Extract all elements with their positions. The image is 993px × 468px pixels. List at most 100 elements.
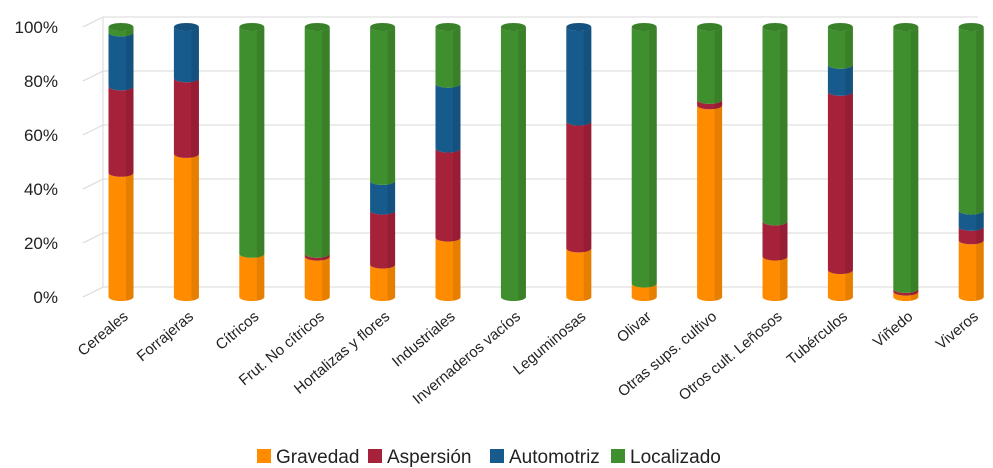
bar-segment-shade bbox=[453, 237, 461, 301]
bar-segment-shade bbox=[322, 253, 330, 261]
bar-segment-shade bbox=[453, 83, 461, 153]
bar-stack bbox=[370, 23, 396, 301]
bar-segment-shade bbox=[453, 148, 461, 242]
bar-cap bbox=[239, 23, 265, 31]
bar-cap bbox=[500, 23, 526, 31]
bar-segment-shade bbox=[583, 27, 592, 126]
legend-swatch bbox=[257, 449, 271, 463]
x-tick-label: Cereales bbox=[75, 308, 132, 360]
bar-segment-shade bbox=[518, 27, 526, 301]
x-tick-label: Industriales bbox=[389, 308, 459, 370]
bar-segment-shade bbox=[126, 86, 134, 177]
bar-stack bbox=[762, 23, 788, 301]
bar-segment-shade bbox=[714, 27, 723, 104]
x-tick-label: Leguminosas bbox=[510, 308, 589, 378]
bar-segment-shade bbox=[910, 288, 919, 296]
bar-segment-shade bbox=[256, 253, 265, 301]
bar-segment-shade bbox=[910, 27, 919, 293]
bar-segment-shade bbox=[191, 153, 199, 301]
bar-segment-shade bbox=[714, 105, 723, 301]
bar-segment-shade bbox=[845, 64, 853, 96]
bar-segment-shade bbox=[387, 264, 396, 301]
bar-segment-shade bbox=[845, 270, 853, 301]
bar-segment-shade bbox=[126, 27, 134, 36]
bar-cap bbox=[435, 23, 461, 31]
bar-cap bbox=[697, 23, 723, 31]
bar-segment-shade bbox=[649, 27, 657, 288]
x-tick-label: Cítricos bbox=[212, 308, 262, 354]
bar-stack bbox=[566, 23, 592, 301]
bar-segment-shade bbox=[387, 27, 396, 185]
bar-segment-shade bbox=[780, 221, 788, 261]
y-tick-label: 40% bbox=[24, 180, 58, 199]
bar-cap bbox=[958, 23, 984, 31]
bar-stack bbox=[827, 23, 853, 301]
bar-segment-shade bbox=[126, 32, 134, 90]
legend-swatch bbox=[490, 449, 504, 463]
y-tick-label: 100% bbox=[15, 18, 58, 37]
y-tick-label: 80% bbox=[24, 72, 58, 91]
y-tick-label: 60% bbox=[24, 126, 58, 145]
bar-segment-shade bbox=[583, 121, 592, 252]
legend-label: Gravedad bbox=[276, 447, 359, 468]
bar-stack bbox=[108, 23, 134, 301]
bar-segment-shade bbox=[976, 27, 984, 215]
legend-swatch bbox=[368, 449, 382, 463]
gridlines bbox=[82, 16, 978, 298]
bar-segment-shade bbox=[976, 210, 984, 231]
x-tick-label: Olivar bbox=[614, 308, 655, 346]
bar-segment-shade bbox=[910, 291, 919, 301]
bar-segment-shade bbox=[322, 27, 330, 258]
y-tick-label: 0% bbox=[33, 288, 58, 307]
bar-cap bbox=[108, 23, 134, 31]
bar-segment-shade bbox=[453, 27, 461, 88]
x-tick-label: Forrajeras bbox=[134, 308, 197, 365]
x-tick-label: Tubérculos bbox=[784, 308, 851, 368]
y-tick-label: 20% bbox=[24, 234, 58, 253]
y-axis: 0% 20% 40% 60% 80% 100% bbox=[15, 18, 58, 307]
bar-segment-shade bbox=[780, 27, 788, 225]
bar-segment-shade bbox=[976, 226, 984, 244]
bar-segment-shade bbox=[126, 172, 134, 301]
bar-segment-shade bbox=[387, 180, 396, 215]
x-tick-label: Invernaderos vacíos bbox=[410, 308, 524, 408]
bar-cap bbox=[762, 23, 788, 31]
x-tick-label: Viñedo bbox=[870, 308, 917, 351]
bar-segment-shade bbox=[322, 256, 330, 301]
bars bbox=[108, 23, 984, 301]
bar-cap bbox=[173, 23, 199, 31]
bar-segment-shade bbox=[845, 27, 853, 69]
bar-segment-shade bbox=[780, 256, 788, 301]
bar-stack bbox=[435, 23, 461, 301]
bar-cap bbox=[827, 23, 853, 31]
x-tick-label: Viveros bbox=[933, 308, 982, 353]
bar-stack bbox=[239, 23, 265, 301]
legend: Gravedad Aspersión Automotriz Localizado bbox=[257, 447, 721, 468]
bar-segment-shade bbox=[845, 91, 853, 274]
bar-stack bbox=[304, 23, 330, 301]
bar-stack bbox=[173, 23, 199, 301]
legend-label: Aspersión bbox=[387, 447, 472, 468]
bar-segment-shade bbox=[583, 248, 592, 301]
bar-stack bbox=[958, 23, 984, 301]
legend-label: Localizado bbox=[630, 447, 721, 468]
bar-segment-shade bbox=[387, 210, 396, 269]
bar-stack bbox=[893, 23, 919, 301]
bar-stack bbox=[631, 23, 657, 301]
bar-cap bbox=[566, 23, 592, 31]
bar-stack bbox=[500, 23, 526, 301]
bar-cap bbox=[370, 23, 396, 31]
bar-segment-shade bbox=[191, 78, 199, 158]
bar-segment-shade bbox=[714, 99, 723, 109]
legend-swatch bbox=[611, 449, 625, 463]
bar-segment-shade bbox=[976, 240, 984, 301]
bar-segment-shade bbox=[649, 283, 657, 301]
bar-stack bbox=[697, 23, 723, 301]
bar-cap bbox=[631, 23, 657, 31]
bar-segment-shade bbox=[256, 27, 265, 258]
bar-cap bbox=[304, 23, 330, 31]
bar-segment-shade bbox=[191, 27, 199, 82]
legend-label: Automotriz bbox=[509, 447, 600, 468]
